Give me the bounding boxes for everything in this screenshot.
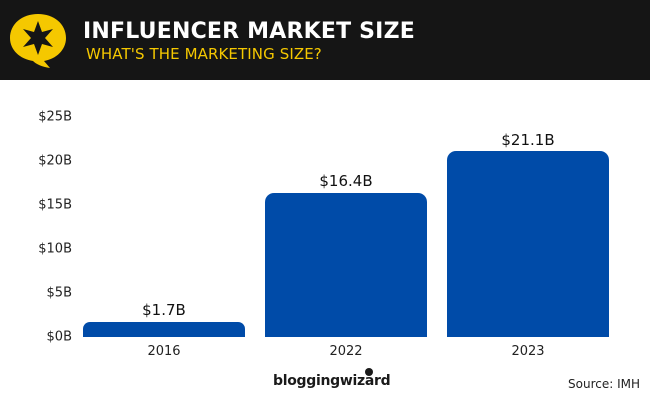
x-tick-label: 2023 xyxy=(511,344,545,359)
y-tick-label: $0B xyxy=(46,329,72,345)
bar-value-label: $1.7B xyxy=(142,301,186,319)
y-tick-label: $5B xyxy=(46,285,72,301)
x-tick-label: 2016 xyxy=(147,344,181,359)
bar-2022 xyxy=(265,193,427,337)
x-tick-label: 2022 xyxy=(329,344,363,359)
brand-logo: bloggingwizard xyxy=(273,373,391,389)
bar-value-label: $21.1B xyxy=(501,131,555,149)
y-tick-label: $10B xyxy=(38,241,72,257)
page-subtitle: WHAT'S THE MARKETING SIZE? xyxy=(86,45,322,63)
page-title: INFLUENCER MARKET SIZE xyxy=(83,19,415,44)
y-tick-label: $20B xyxy=(38,153,72,169)
bar-value-label: $16.4B xyxy=(319,172,373,190)
y-tick-label: $15B xyxy=(38,197,72,213)
brand-bubble-icon xyxy=(365,368,373,376)
bar-2023 xyxy=(447,151,609,337)
y-tick-label: $25B xyxy=(38,109,72,125)
bar-2016 xyxy=(83,322,245,337)
source-note: Source: IMH xyxy=(568,377,640,391)
star-speech-bubble-icon xyxy=(10,14,66,68)
header-banner: INFLUENCER MARKET SIZE WHAT'S THE MARKET… xyxy=(0,0,650,80)
